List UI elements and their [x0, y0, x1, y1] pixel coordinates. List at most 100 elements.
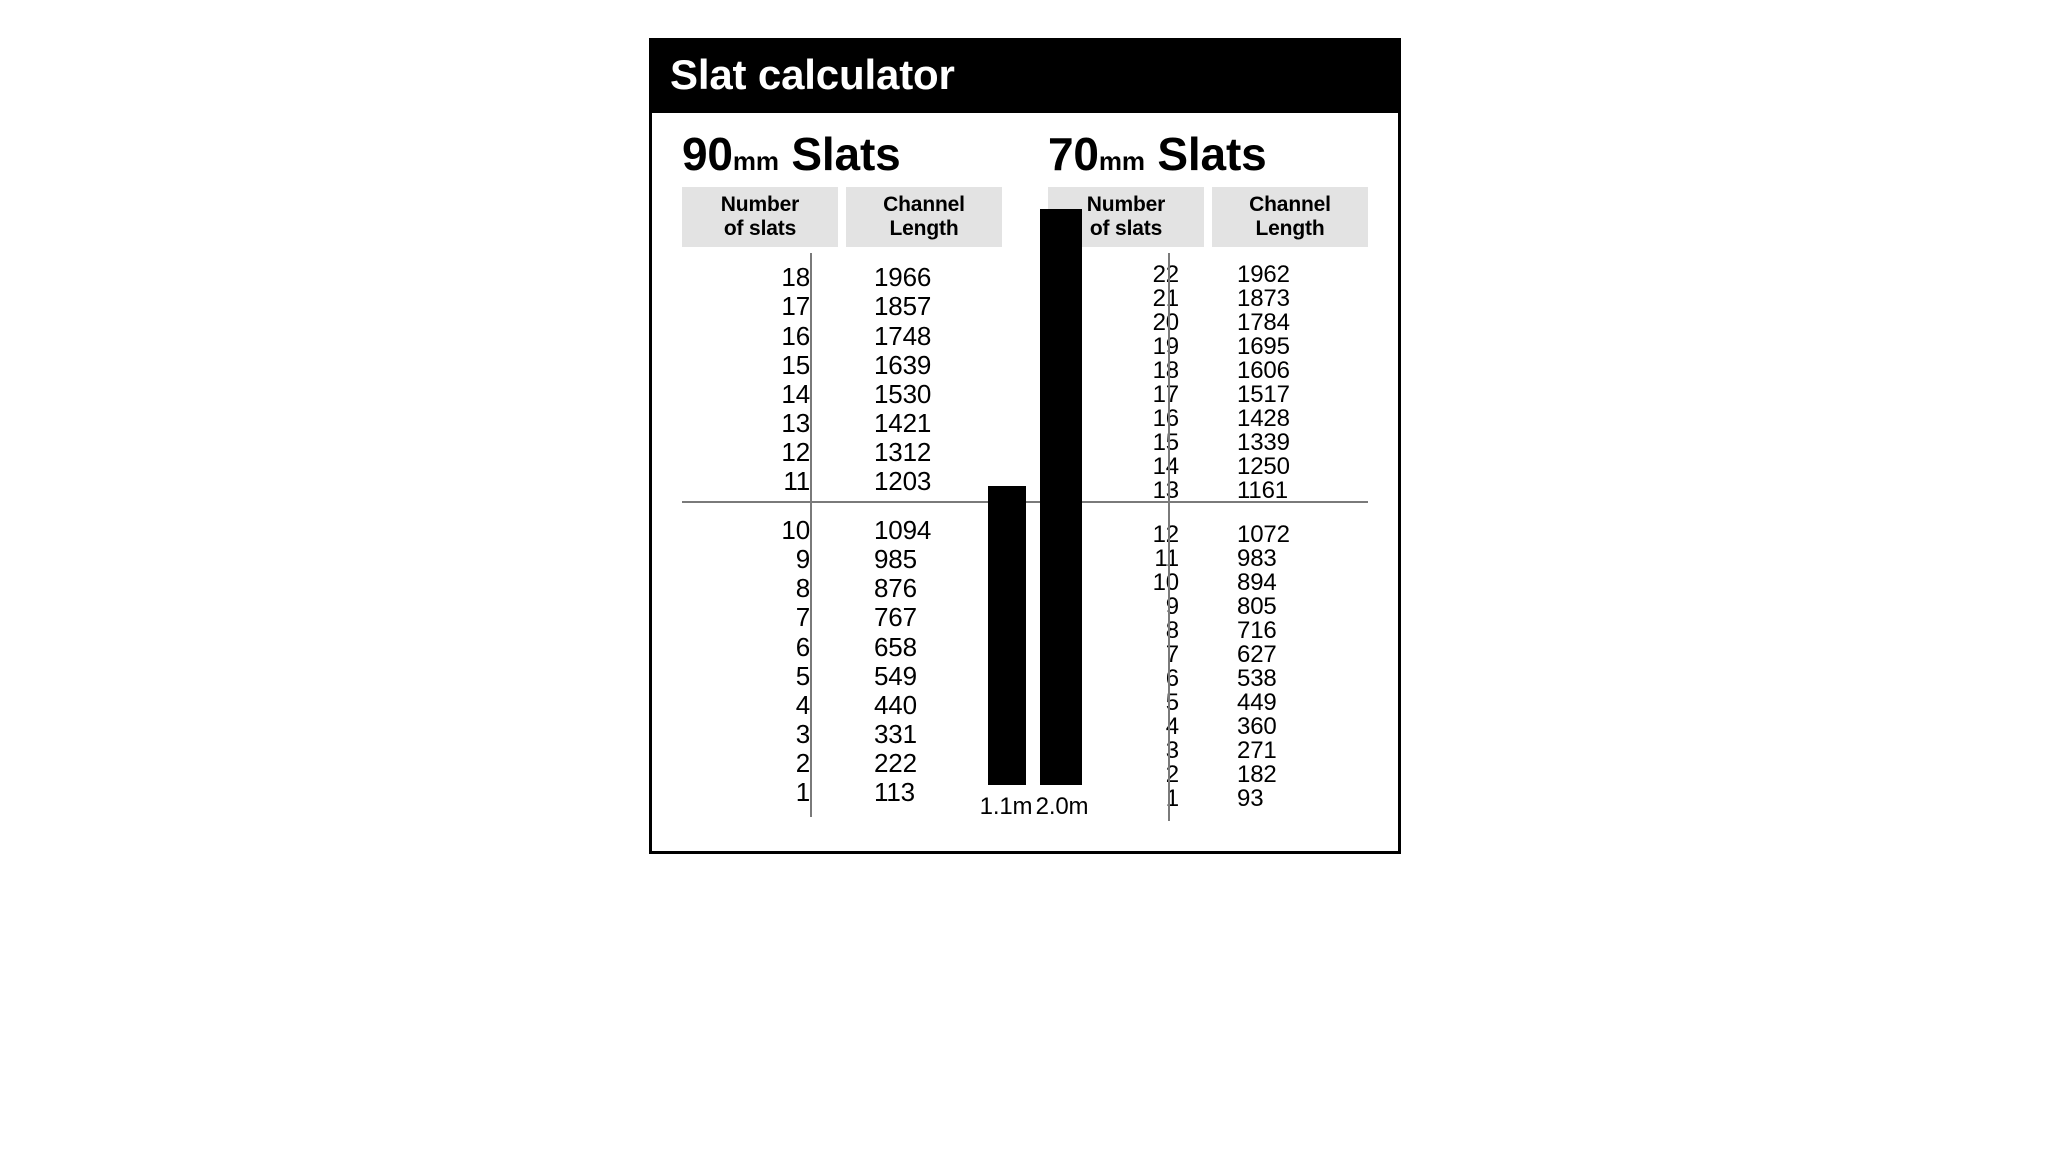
- table-cell: 1784: [1237, 311, 1368, 335]
- divider-vertical: [1168, 513, 1170, 821]
- table-cell: 5: [682, 662, 810, 691]
- table-cell: 271: [1237, 739, 1368, 763]
- table-cell: 1250: [1237, 455, 1368, 479]
- data-70mm: 22212019181716151413 1962187317841695160…: [1048, 253, 1368, 821]
- table-cell: 5: [1048, 691, 1179, 715]
- heading-unit: mm: [1099, 146, 1145, 176]
- table-cell: 11: [682, 467, 810, 496]
- table-cell: 18: [1048, 359, 1179, 383]
- table-cell: 17: [1048, 383, 1179, 407]
- nums-70-bottom: 121110987654321: [1048, 523, 1217, 811]
- table-cell: 11: [1048, 547, 1179, 571]
- column-90mm: 90mm Slats Numberof slats ChannelLength …: [682, 127, 1002, 821]
- table-cell: 1517: [1237, 383, 1368, 407]
- table-cell: 1: [1048, 787, 1179, 811]
- header-number-of-slats: Numberof slats: [682, 187, 838, 247]
- table-cell: 14: [1048, 455, 1179, 479]
- heading-unit: mm: [733, 146, 779, 176]
- table-cell: 18: [682, 263, 810, 292]
- table-cell: 14: [682, 380, 810, 409]
- table-cell: 767: [874, 603, 1002, 632]
- heading-70mm: 70mm Slats: [1048, 127, 1368, 181]
- table-cell: 1203: [874, 467, 1002, 496]
- table-cell: 3: [1048, 739, 1179, 763]
- headers-90mm: Numberof slats ChannelLength: [682, 187, 1002, 247]
- column-70mm: 70mm Slats Numberof slats ChannelLength …: [1048, 127, 1368, 821]
- table-cell: 19: [1048, 335, 1179, 359]
- table-cell: 8: [1048, 619, 1179, 643]
- table-cell: 13: [682, 409, 810, 438]
- table-cell: 1873: [1237, 287, 1368, 311]
- panel-body: 90mm Slats Numberof slats ChannelLength …: [652, 113, 1398, 821]
- table-cell: 1966: [874, 263, 1002, 292]
- table-cell: 6: [682, 633, 810, 662]
- table-cell: 805: [1237, 595, 1368, 619]
- table-cell: 538: [1237, 667, 1368, 691]
- table-cell: 113: [874, 778, 1002, 807]
- header-channel-length: ChannelLength: [1212, 187, 1368, 247]
- data-90mm-bottom: 10987654321 1094985876767658549440331222…: [682, 506, 1002, 817]
- table-cell: 12: [682, 438, 810, 467]
- columns: 90mm Slats Numberof slats ChannelLength …: [682, 127, 1368, 821]
- table-cell: 894: [1237, 571, 1368, 595]
- divider-vertical: [810, 253, 812, 506]
- table-cell: 1428: [1237, 407, 1368, 431]
- table-cell: 1857: [874, 292, 1002, 321]
- table-cell: 331: [874, 720, 1002, 749]
- heading-num: 90: [682, 128, 733, 180]
- table-cell: 449: [1237, 691, 1368, 715]
- table-cell: 716: [1237, 619, 1368, 643]
- data-70mm-top: 22212019181716151413 1962187317841695160…: [1048, 253, 1368, 513]
- table-cell: 1639: [874, 351, 1002, 380]
- table-cell: 440: [874, 691, 1002, 720]
- divider-horizontal: [682, 501, 1368, 503]
- heading-90mm: 90mm Slats: [682, 127, 1002, 181]
- table-cell: 1312: [874, 438, 1002, 467]
- table-cell: 9: [1048, 595, 1179, 619]
- table-cell: 1530: [874, 380, 1002, 409]
- heading-word: Slats: [791, 128, 900, 180]
- table-cell: 2: [1048, 763, 1179, 787]
- nums-90-top: 1817161514131211: [682, 263, 854, 496]
- table-cell: 627: [1237, 643, 1368, 667]
- lens-90-bottom: 1094985876767658549440331222113: [854, 516, 1002, 807]
- table-cell: 1962: [1237, 263, 1368, 287]
- lens-70-top: 1962187317841695160615171428133912501161: [1217, 263, 1368, 503]
- table-cell: 1421: [874, 409, 1002, 438]
- table-cell: 20: [1048, 311, 1179, 335]
- table-cell: 360: [1237, 715, 1368, 739]
- calculator-panel: Slat calculator 90mm Slats Numberof slat…: [649, 38, 1401, 854]
- data-90mm-top: 1817161514131211 19661857174816391530142…: [682, 253, 1002, 506]
- headers-70mm: Numberof slats ChannelLength: [1048, 187, 1368, 247]
- table-cell: 13: [1048, 479, 1179, 503]
- table-cell: 15: [682, 351, 810, 380]
- table-cell: 985: [874, 545, 1002, 574]
- table-cell: 2: [682, 749, 810, 778]
- table-cell: 22: [1048, 263, 1179, 287]
- table-cell: 4: [682, 691, 810, 720]
- table-cell: 1695: [1237, 335, 1368, 359]
- lens-70-bottom: 107298389480571662753844936027118293: [1217, 523, 1368, 811]
- table-cell: 1339: [1237, 431, 1368, 455]
- table-cell: 17: [682, 292, 810, 321]
- table-cell: 1161: [1237, 479, 1368, 503]
- nums-70-top: 22212019181716151413: [1048, 263, 1217, 503]
- table-cell: 876: [874, 574, 1002, 603]
- header-number-of-slats: Numberof slats: [1048, 187, 1204, 247]
- page: Slat calculator 90mm Slats Numberof slat…: [0, 0, 2048, 1173]
- table-cell: 10: [1048, 571, 1179, 595]
- table-cell: 9: [682, 545, 810, 574]
- table-cell: 8: [682, 574, 810, 603]
- table-cell: 15: [1048, 431, 1179, 455]
- panel-title: Slat calculator: [652, 41, 1398, 113]
- table-cell: 4: [1048, 715, 1179, 739]
- data-70mm-bottom: 121110987654321 107298389480571662753844…: [1048, 513, 1368, 821]
- table-cell: 10: [682, 516, 810, 545]
- divider-vertical: [810, 506, 812, 817]
- heading-num: 70: [1048, 128, 1099, 180]
- lens-90-top: 19661857174816391530142113121203: [854, 263, 1002, 496]
- table-cell: 1: [682, 778, 810, 807]
- table-cell: 1072: [1237, 523, 1368, 547]
- table-cell: 658: [874, 633, 1002, 662]
- table-cell: 1748: [874, 322, 1002, 351]
